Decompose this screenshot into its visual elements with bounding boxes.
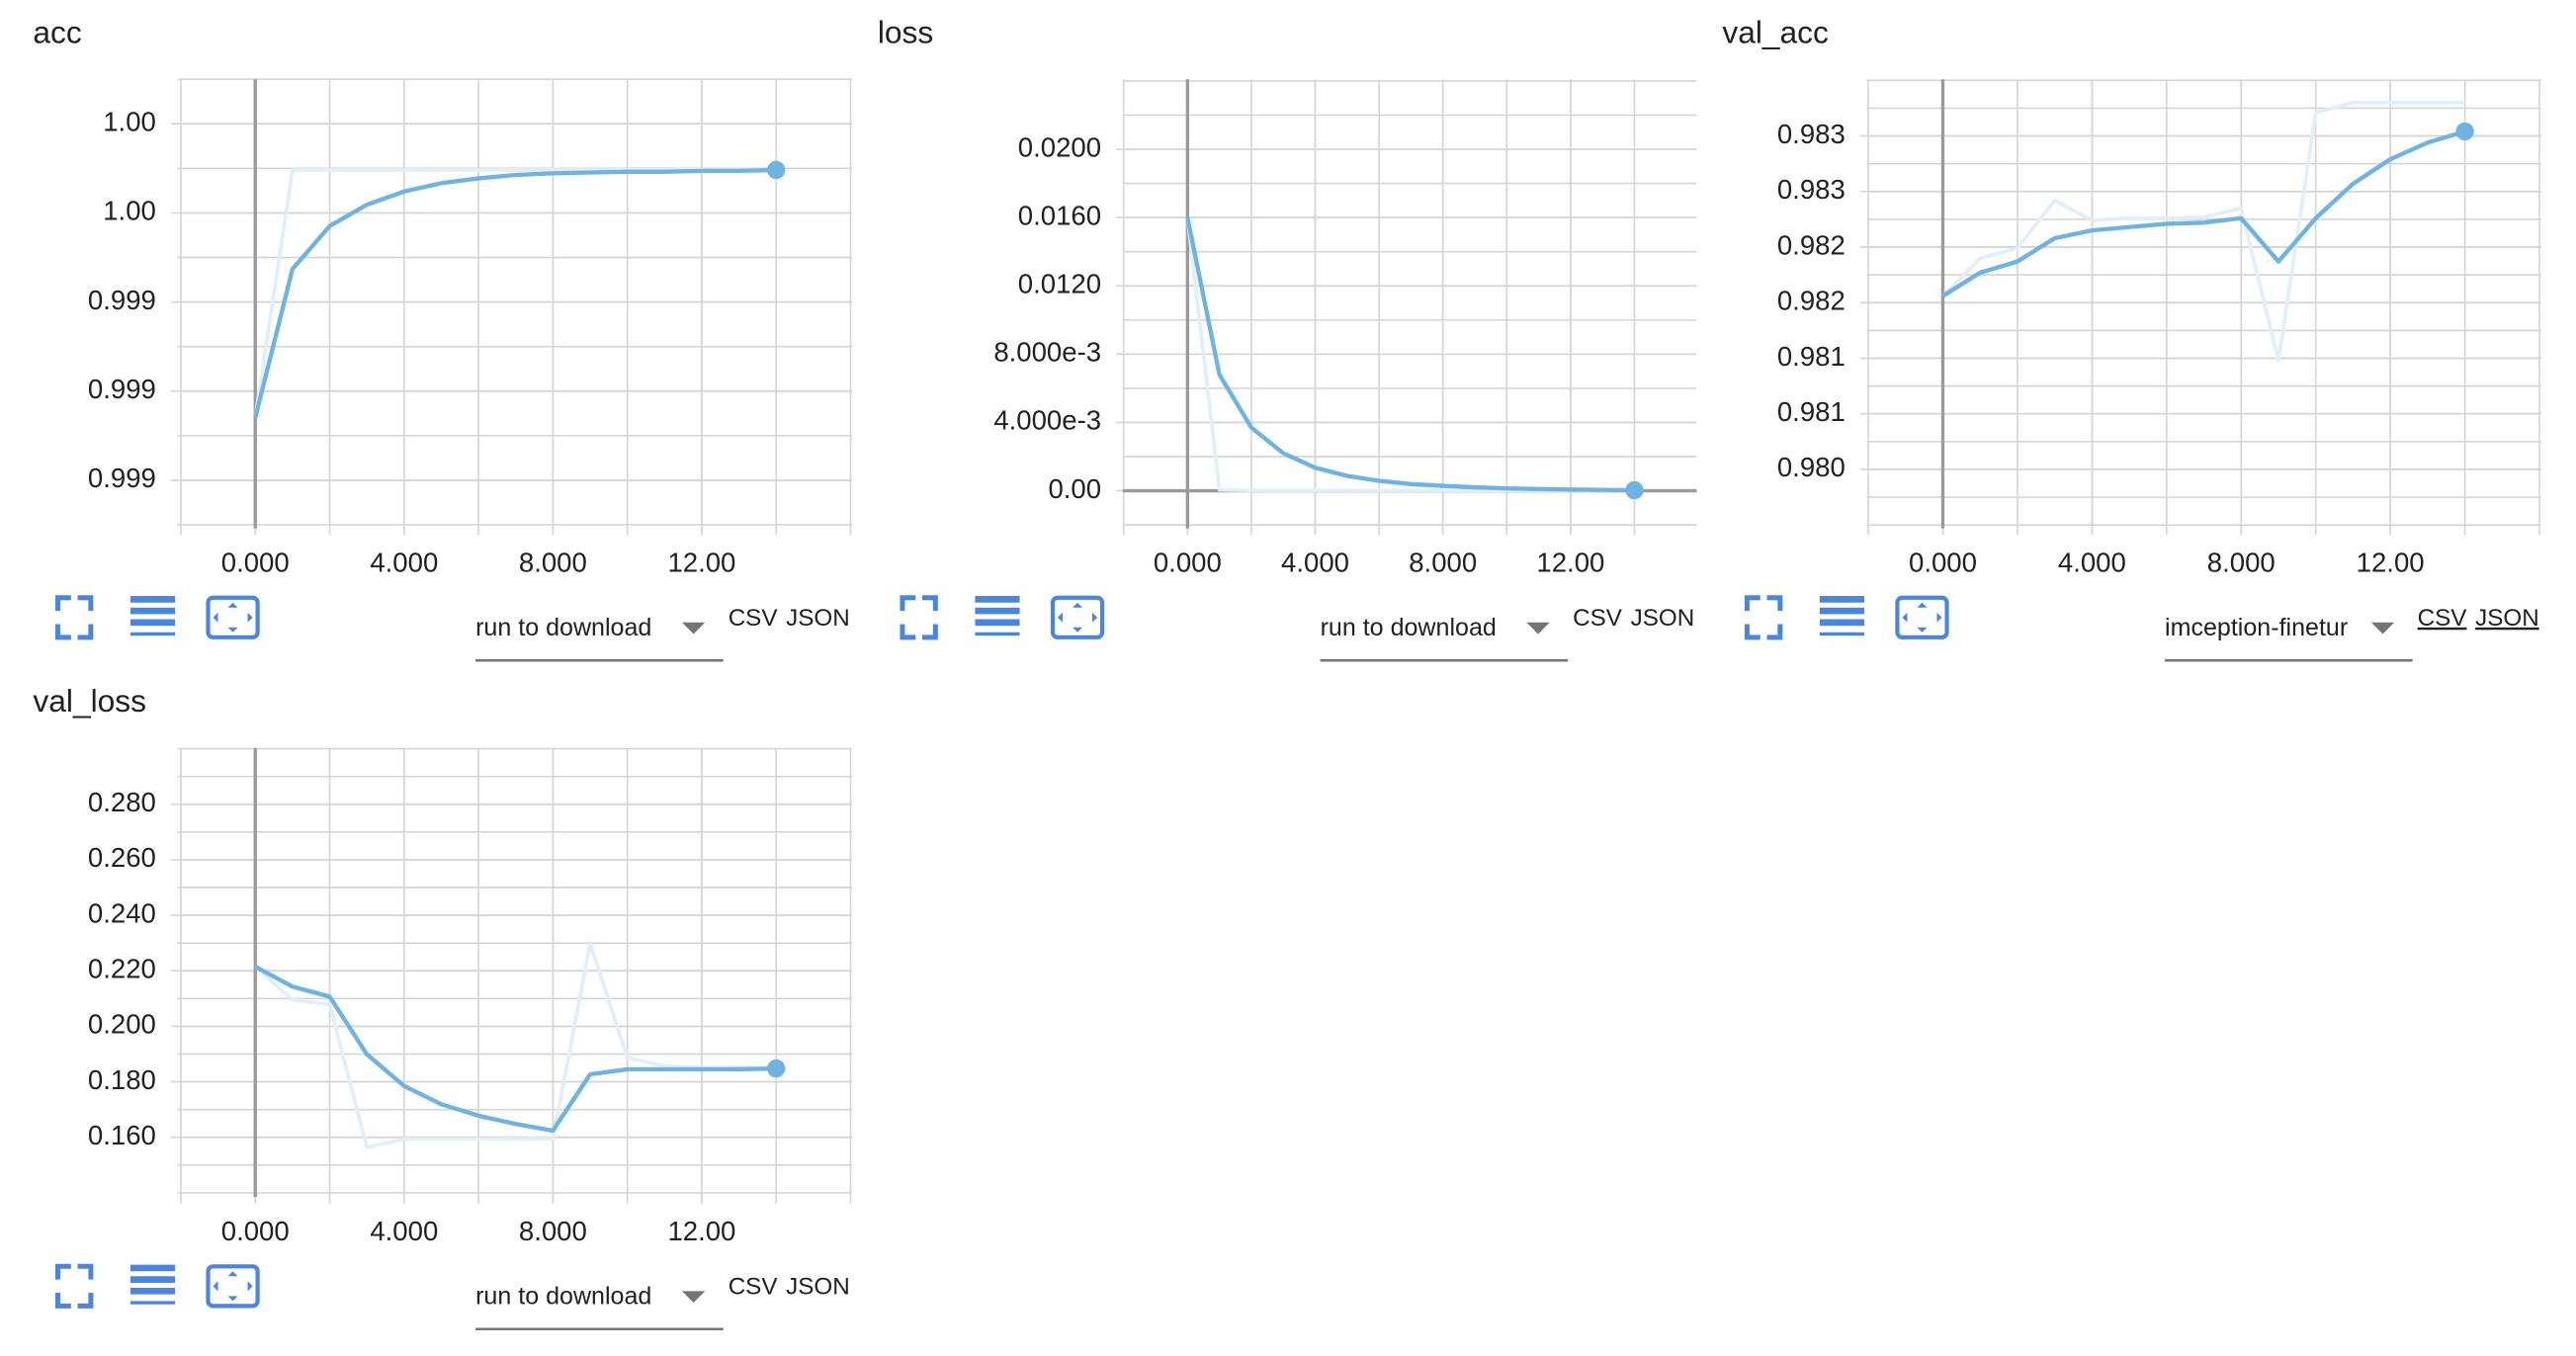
y-tick-label: 0.0120 xyxy=(1018,269,1101,299)
y-tick-label: 0.999 xyxy=(88,374,156,404)
x-tick-label: 8.000 xyxy=(2207,548,2275,578)
y-tick-label: 8.000e-3 xyxy=(993,337,1101,368)
download-link[interactable]: JSON xyxy=(2475,605,2539,632)
fit-domain-button[interactable] xyxy=(206,595,260,639)
y-tick-label: 0.980 xyxy=(1777,452,1846,482)
run-selector[interactable]: imception-finetur xyxy=(2165,614,2348,641)
x-tick-label: 12.00 xyxy=(667,548,735,578)
y-tick-label: 0.200 xyxy=(88,1009,156,1040)
series-line xyxy=(254,941,777,1149)
x-tick-label: 0.000 xyxy=(221,1216,290,1246)
download-link[interactable]: CSV xyxy=(729,1273,779,1300)
x-tick-label: 4.000 xyxy=(2058,548,2126,578)
series-line xyxy=(254,965,777,1134)
fullscreen-button[interactable] xyxy=(54,1263,94,1309)
fit-domain-button[interactable] xyxy=(206,1264,260,1309)
x-tick-label: 4.000 xyxy=(370,548,438,578)
y-tick-label: 0.0200 xyxy=(1018,131,1101,162)
y-tick-label: 0.999 xyxy=(88,463,156,493)
run-selector[interactable]: run to download xyxy=(1321,614,1497,641)
last-point xyxy=(1625,480,1644,500)
download-link[interactable]: JSON xyxy=(786,605,850,632)
fit-domain-button[interactable] xyxy=(1895,595,1949,639)
chart-title: acc xyxy=(33,14,81,49)
dropdown-arrow[interactable] xyxy=(2370,622,2395,635)
x-tick-label: 12.00 xyxy=(1536,548,1604,578)
y-tick-label: 0.982 xyxy=(1777,229,1846,260)
x-tick-label: 4.000 xyxy=(370,1216,438,1246)
x-tick-label: 12.00 xyxy=(667,1216,735,1246)
download-link[interactable]: CSV xyxy=(729,605,779,632)
fit-domain-icon xyxy=(1057,602,1098,633)
y-tick-label: 0.220 xyxy=(88,954,156,984)
x-tick-label: 4.000 xyxy=(1281,548,1349,578)
x-tick-label: 0.000 xyxy=(1154,548,1222,578)
fit-domain-button[interactable] xyxy=(1050,595,1105,639)
y-tick-label: 0.981 xyxy=(1777,341,1846,372)
y-tick-label: 0.160 xyxy=(88,1120,156,1150)
last-point xyxy=(2455,122,2474,141)
x-tick-label: 8.000 xyxy=(1409,548,1477,578)
y-tick-label: 1.00 xyxy=(103,107,156,137)
series-line xyxy=(253,167,777,419)
series-line xyxy=(1185,216,1635,493)
download-link[interactable]: JSON xyxy=(1631,605,1695,632)
fit-domain-icon xyxy=(213,1271,253,1302)
y-tick-label: 4.000e-3 xyxy=(993,405,1101,436)
download-link[interactable]: JSON xyxy=(786,1273,850,1300)
dropdown-arrow[interactable] xyxy=(681,622,706,635)
fit-domain-icon xyxy=(1902,602,1942,633)
y-tick-label: 0.999 xyxy=(88,285,156,315)
y-tick-label: 0.0160 xyxy=(1018,200,1101,230)
x-tick-label: 8.000 xyxy=(519,1216,587,1246)
fit-domain-icon xyxy=(213,602,253,633)
x-tick-label: 8.000 xyxy=(519,548,587,578)
x-tick-label: 0.000 xyxy=(221,548,290,578)
y-tick-label: 0.983 xyxy=(1777,174,1846,205)
last-point xyxy=(767,1059,786,1078)
fullscreen-button[interactable] xyxy=(900,595,938,640)
dropdown-arrow[interactable] xyxy=(1526,622,1550,635)
last-point xyxy=(767,160,786,180)
series-line xyxy=(253,168,777,419)
y-tick-label: 0.982 xyxy=(1777,286,1846,316)
run-selector[interactable]: run to download xyxy=(475,614,651,641)
download-link[interactable]: CSV xyxy=(2418,605,2468,632)
y-tick-label: 0.180 xyxy=(88,1064,156,1095)
chart-title: val_loss xyxy=(33,683,146,719)
y-tick-label: 0.983 xyxy=(1777,119,1846,149)
dropdown-arrow[interactable] xyxy=(681,1291,706,1304)
download-link[interactable]: CSV xyxy=(1573,605,1623,632)
x-tick-label: 0.000 xyxy=(1909,548,1977,578)
x-tick-label: 12.00 xyxy=(2357,548,2425,578)
y-tick-label: 0.260 xyxy=(88,842,156,873)
run-selector[interactable]: run to download xyxy=(475,1283,651,1311)
y-tick-label: 1.00 xyxy=(103,196,156,226)
series-line xyxy=(1941,100,2465,363)
series-line xyxy=(1941,128,2466,298)
chart-title: loss xyxy=(878,14,933,49)
y-tick-label: 0.00 xyxy=(1048,473,1101,504)
y-tick-label: 0.240 xyxy=(88,897,156,928)
fullscreen-button[interactable] xyxy=(54,595,94,640)
fullscreen-button[interactable] xyxy=(1744,595,1783,640)
y-tick-label: 0.981 xyxy=(1777,396,1846,427)
y-tick-label: 0.280 xyxy=(88,787,156,817)
chart-title: val_acc xyxy=(1722,14,1829,49)
